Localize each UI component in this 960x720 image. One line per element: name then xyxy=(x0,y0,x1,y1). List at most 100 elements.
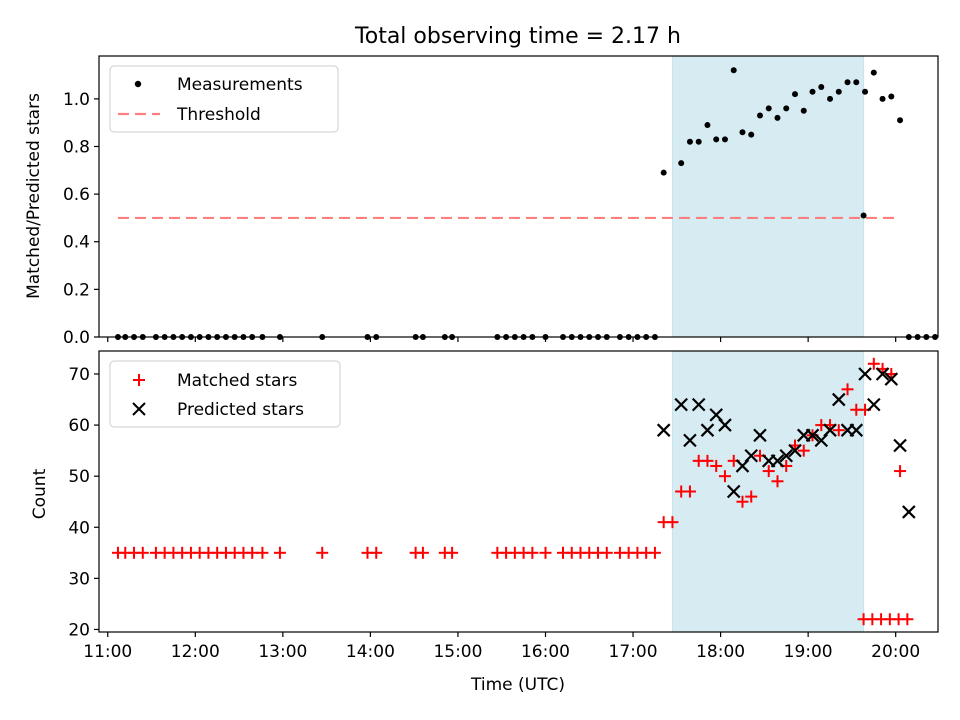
matched-star-point xyxy=(762,465,775,478)
predicted-star-point xyxy=(726,484,741,499)
predicted-star-point xyxy=(893,438,907,453)
top-panel: 0.0 0.2 0.4 0.6 0.8 1.0 Matched/Predicted sta… xyxy=(24,55,939,348)
predicted-star-point xyxy=(858,367,872,381)
top-y-tick-label: 0.2 xyxy=(63,280,90,300)
measurement-point xyxy=(765,105,772,112)
matched-star-point xyxy=(771,475,784,488)
top-y-axis-label: Matched/Predicted stars xyxy=(24,93,44,299)
x-tick-label: 19:00 xyxy=(784,642,833,662)
matched-star-point xyxy=(539,546,552,559)
matched-star-point xyxy=(648,546,661,559)
top-y-tick-label: 1.0 xyxy=(63,90,90,110)
matched-star-point xyxy=(136,546,149,559)
matched-star-point xyxy=(666,516,679,529)
predicted-star-point xyxy=(884,372,899,386)
matched-star-point xyxy=(867,357,880,370)
bottom-shade xyxy=(671,350,865,633)
top-legend-box xyxy=(109,65,339,133)
matched-star-point xyxy=(894,465,907,478)
legend-threshold-label: Threshold xyxy=(176,105,261,125)
measurement-point xyxy=(695,138,702,145)
measurement-point xyxy=(827,95,834,102)
x-tick-label: 13:00 xyxy=(258,642,307,662)
measurement-point xyxy=(739,129,746,136)
measurement-point xyxy=(756,112,763,119)
bottom-y-ticks: 20 30 40 50 60 70 xyxy=(68,365,99,640)
matched-star-point xyxy=(683,485,696,498)
measurement-point xyxy=(897,117,904,124)
legend-matched-label: Matched stars xyxy=(177,371,297,391)
bottom-panel: 20 30 40 50 60 70 11:00 12:00 13:00 14:00 15:00 16… xyxy=(30,350,939,695)
bottom-y-tick-label: 50 xyxy=(68,467,90,487)
measurement-point xyxy=(686,138,693,145)
matched-star-point xyxy=(416,546,429,559)
measurement-point xyxy=(713,136,720,143)
legend-dot-marker xyxy=(134,80,142,88)
measurement-point xyxy=(660,169,667,176)
x-tick-label: 15:00 xyxy=(433,642,482,662)
measurement-point xyxy=(800,107,807,114)
matched-star-point xyxy=(718,470,731,483)
legend-measurements-label: Measurements xyxy=(177,75,303,95)
top-y-tick-label: 0.0 xyxy=(63,328,90,348)
top-y-tick-label: 0.6 xyxy=(63,185,90,205)
predicted-star-point xyxy=(805,428,820,443)
predicted-star-point xyxy=(700,423,715,437)
predicted-star-point xyxy=(779,448,794,463)
measurement-point xyxy=(704,122,711,129)
legend-x-marker xyxy=(132,402,146,416)
predicted-star-point xyxy=(788,443,802,458)
predicted-star-point xyxy=(674,397,688,412)
x-axis-label: Time (UTC) xyxy=(470,675,565,695)
matched-star-point xyxy=(797,444,810,457)
matched-star-point xyxy=(370,546,383,559)
matched-star-point xyxy=(832,424,845,437)
measurement-point xyxy=(792,91,799,98)
top-y-tick-label: 0.4 xyxy=(63,233,90,253)
predicted-star-point xyxy=(902,505,916,519)
matched-star-point xyxy=(901,613,914,626)
top-x-ticks xyxy=(107,337,897,342)
measurement-point xyxy=(809,88,816,95)
bottom-legend: Matched stars Predicted stars xyxy=(109,360,341,428)
predicted-star-point xyxy=(753,428,767,443)
predicted-star-point xyxy=(691,397,706,412)
matched-star-point xyxy=(701,454,714,467)
predicted-star-point xyxy=(770,454,785,468)
top-legend: Measurements Threshold xyxy=(109,65,339,133)
measurement-point xyxy=(853,79,860,86)
x-tick-label: 12:00 xyxy=(171,642,220,662)
matched-star-point xyxy=(446,546,459,559)
matched-star-point xyxy=(526,546,539,559)
matched-star-point xyxy=(745,490,758,503)
matched-star-point xyxy=(841,383,854,396)
x-tick-label: 11:00 xyxy=(83,642,132,662)
measurement-point xyxy=(860,212,867,219)
predicted-star-point xyxy=(683,433,697,448)
predicted-star-point xyxy=(718,418,732,432)
bottom-legend-box xyxy=(109,360,341,428)
measurement-point xyxy=(748,131,755,138)
measurement-point xyxy=(862,88,869,95)
bottom-y-axis-label: Count xyxy=(30,468,50,519)
measurement-point xyxy=(721,136,728,143)
matched-star-point xyxy=(316,546,329,559)
matched-star-point xyxy=(256,546,269,559)
predicted-star-point xyxy=(656,423,671,437)
predicted-star-point xyxy=(849,423,864,437)
legend-plus-marker xyxy=(133,374,145,386)
bottom-axes-frame xyxy=(98,350,939,633)
bottom-series xyxy=(111,357,916,626)
legend-predicted-label: Predicted stars xyxy=(177,400,304,420)
matched-star-point xyxy=(736,495,749,508)
predicted-star-point xyxy=(875,367,890,381)
matched-star-point xyxy=(710,459,723,472)
x-tick-label: 20:00 xyxy=(871,642,920,662)
measurement-point xyxy=(888,93,895,100)
measurement-point xyxy=(870,69,877,76)
measurement-point xyxy=(774,114,781,121)
matched-star-point xyxy=(246,546,259,559)
measurement-point xyxy=(678,160,685,167)
predicted-star-point xyxy=(832,392,846,407)
